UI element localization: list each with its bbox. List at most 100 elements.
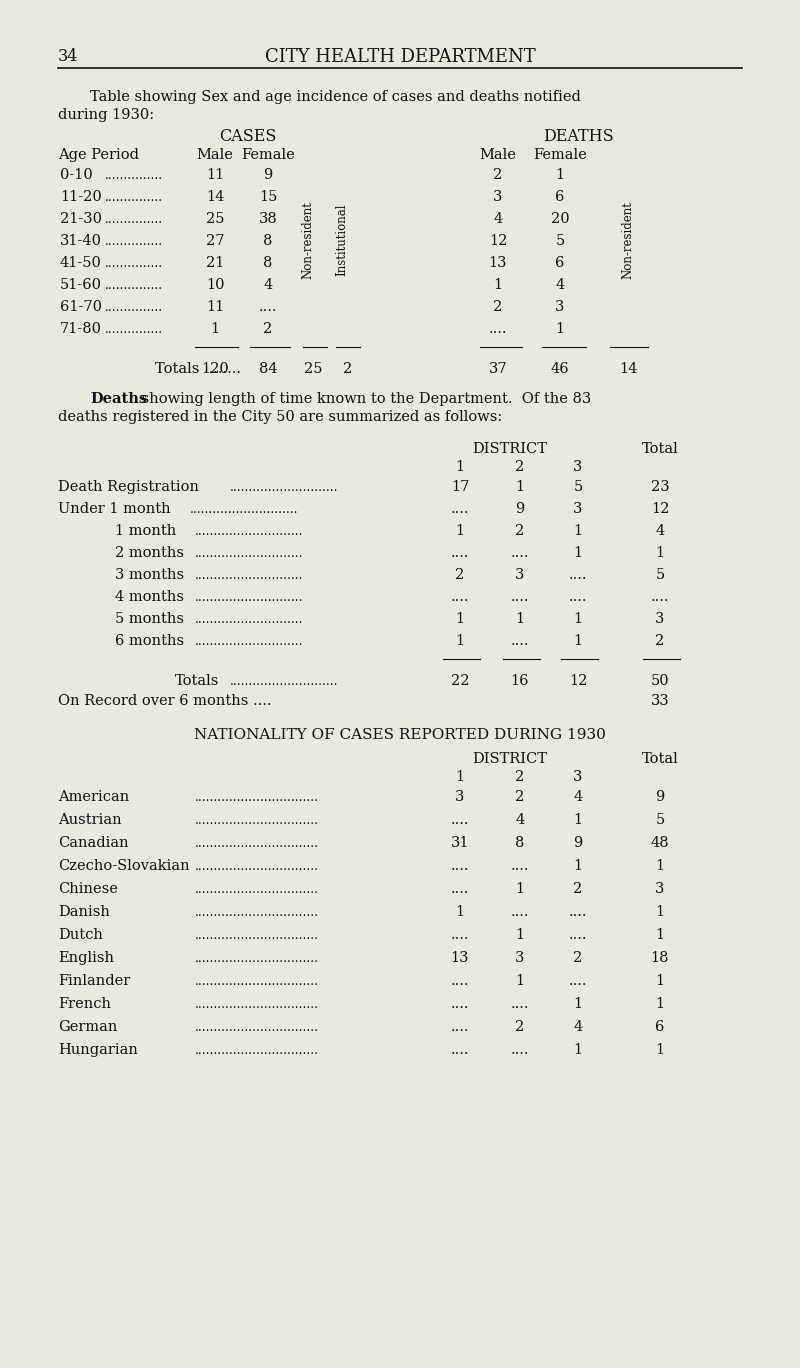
Text: ....: ....	[569, 590, 587, 605]
Text: 8: 8	[263, 234, 273, 248]
Text: 1: 1	[494, 278, 502, 291]
Text: 9: 9	[515, 502, 525, 516]
Text: 1: 1	[574, 813, 582, 828]
Text: 3: 3	[574, 460, 582, 473]
Text: 1: 1	[455, 524, 465, 538]
Text: ....: ....	[510, 997, 530, 1011]
Text: ....: ....	[569, 928, 587, 943]
Text: 20: 20	[550, 212, 570, 226]
Text: 4: 4	[494, 212, 502, 226]
Text: Deaths: Deaths	[90, 393, 147, 406]
Text: ............................: ............................	[195, 635, 303, 648]
Text: 3: 3	[655, 611, 665, 627]
Text: ............................: ............................	[230, 482, 338, 494]
Text: 2: 2	[263, 321, 273, 337]
Text: 2: 2	[574, 951, 582, 964]
Text: ................................: ................................	[195, 1021, 319, 1034]
Text: 1: 1	[515, 928, 525, 943]
Text: ................................: ................................	[195, 906, 319, 919]
Text: 1: 1	[574, 1042, 582, 1057]
Text: 1: 1	[574, 997, 582, 1011]
Text: 16: 16	[510, 674, 530, 688]
Text: ................................: ................................	[195, 837, 319, 850]
Text: ............................: ............................	[190, 503, 298, 516]
Text: 6: 6	[655, 1021, 665, 1034]
Text: 23: 23	[650, 480, 670, 494]
Text: 11: 11	[206, 168, 224, 182]
Text: 41-50: 41-50	[60, 256, 102, 269]
Text: 2: 2	[455, 568, 465, 581]
Text: 9: 9	[574, 836, 582, 850]
Text: ....: ....	[510, 633, 530, 648]
Text: 71-80: 71-80	[60, 321, 102, 337]
Text: ....: ....	[450, 1042, 470, 1057]
Text: American: American	[58, 789, 130, 804]
Text: ....: ....	[450, 882, 470, 896]
Text: 1: 1	[655, 974, 665, 988]
Text: 9: 9	[263, 168, 273, 182]
Text: 1: 1	[574, 546, 582, 560]
Text: 2: 2	[515, 1021, 525, 1034]
Text: 1: 1	[515, 611, 525, 627]
Text: 1: 1	[515, 480, 525, 494]
Text: 31: 31	[450, 836, 470, 850]
Text: Non-resident: Non-resident	[622, 201, 634, 279]
Text: 21: 21	[206, 256, 224, 269]
Text: Total: Total	[642, 752, 678, 766]
Text: ....: ....	[510, 859, 530, 873]
Text: 3: 3	[574, 770, 582, 784]
Text: ....: ....	[510, 1042, 530, 1057]
Text: ................................: ................................	[195, 975, 319, 988]
Text: ....: ....	[258, 300, 278, 315]
Text: ............................: ............................	[195, 613, 303, 627]
Text: ...............: ...............	[105, 170, 163, 182]
Text: 3: 3	[555, 300, 565, 315]
Text: 1: 1	[455, 633, 465, 648]
Text: 2: 2	[515, 524, 525, 538]
Text: Canadian: Canadian	[58, 836, 129, 850]
Text: 1: 1	[574, 859, 582, 873]
Text: NATIONALITY OF CASES REPORTED DURING 1930: NATIONALITY OF CASES REPORTED DURING 193…	[194, 728, 606, 741]
Text: 1: 1	[655, 1042, 665, 1057]
Text: Finlander: Finlander	[58, 974, 130, 988]
Text: 34: 34	[58, 48, 78, 66]
Text: 18: 18	[650, 951, 670, 964]
Text: 33: 33	[650, 694, 670, 709]
Text: Institutional: Institutional	[335, 204, 349, 276]
Text: ...............: ...............	[105, 213, 163, 226]
Text: ....: ....	[569, 906, 587, 919]
Text: 8: 8	[515, 836, 525, 850]
Text: 11: 11	[206, 300, 224, 315]
Text: ....: ....	[450, 813, 470, 828]
Text: Female: Female	[241, 148, 295, 161]
Text: 1: 1	[655, 928, 665, 943]
Text: 4 months: 4 months	[115, 590, 184, 605]
Text: ................................: ................................	[195, 999, 319, 1011]
Text: 1: 1	[655, 546, 665, 560]
Text: showing length of time known to the Department.  Of the 83: showing length of time known to the Depa…	[137, 393, 591, 406]
Text: ............................: ............................	[230, 674, 338, 688]
Text: ....: ....	[510, 906, 530, 919]
Text: 12: 12	[489, 234, 507, 248]
Text: 5: 5	[555, 234, 565, 248]
Text: 14: 14	[619, 363, 637, 376]
Text: 14: 14	[206, 190, 224, 204]
Text: 1: 1	[655, 997, 665, 1011]
Text: ............................: ............................	[195, 569, 303, 581]
Text: 0-10: 0-10	[60, 168, 93, 182]
Text: 5: 5	[574, 480, 582, 494]
Text: 1: 1	[515, 974, 525, 988]
Text: 22: 22	[450, 674, 470, 688]
Text: Chinese: Chinese	[58, 882, 118, 896]
Text: 6: 6	[555, 256, 565, 269]
Text: ....: ....	[450, 928, 470, 943]
Text: Total: Total	[642, 442, 678, 456]
Text: 37: 37	[489, 363, 507, 376]
Text: 8: 8	[263, 256, 273, 269]
Text: ....: ....	[510, 590, 530, 605]
Text: 1 month: 1 month	[115, 524, 176, 538]
Text: On Record over 6 months ....: On Record over 6 months ....	[58, 694, 271, 709]
Text: 5 months: 5 months	[115, 611, 184, 627]
Text: ............................: ............................	[195, 591, 303, 605]
Text: 31-40: 31-40	[60, 234, 102, 248]
